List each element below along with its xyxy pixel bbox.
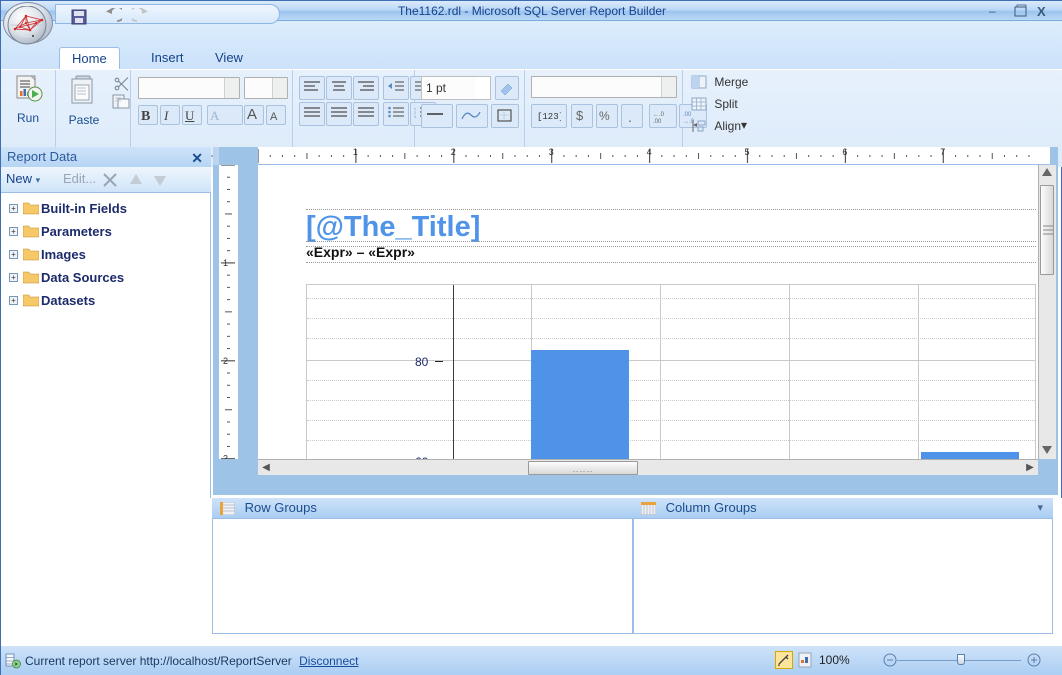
svg-text:U: U (185, 108, 195, 122)
svg-text:X: X (1037, 4, 1046, 19)
svg-text:[123]: [123] (537, 112, 561, 122)
svg-text:2: 2 (451, 147, 456, 157)
svg-text:I: I (164, 108, 169, 122)
svg-text:7: 7 (940, 147, 945, 157)
svg-text:5: 5 (745, 147, 750, 157)
svg-text:–: – (989, 4, 996, 18)
svg-text:2: 2 (223, 356, 228, 366)
svg-text:,: , (628, 109, 632, 122)
svg-text:$: $ (576, 108, 584, 122)
svg-text:←.0: ←.0 (653, 112, 665, 118)
svg-text:A: A (270, 111, 278, 123)
svg-text:B: B (141, 109, 150, 122)
svg-text:6: 6 (842, 147, 847, 157)
svg-text:A: A (247, 106, 257, 122)
svg-text:%: % (599, 109, 610, 122)
svg-text:3: 3 (223, 454, 228, 459)
svg-text:1: 1 (353, 147, 358, 157)
svg-text:3: 3 (549, 147, 554, 157)
svg-text:.00: .00 (653, 119, 662, 124)
svg-text:1: 1 (223, 258, 228, 268)
svg-text:A: A (210, 109, 220, 121)
svg-text:4: 4 (647, 147, 652, 157)
